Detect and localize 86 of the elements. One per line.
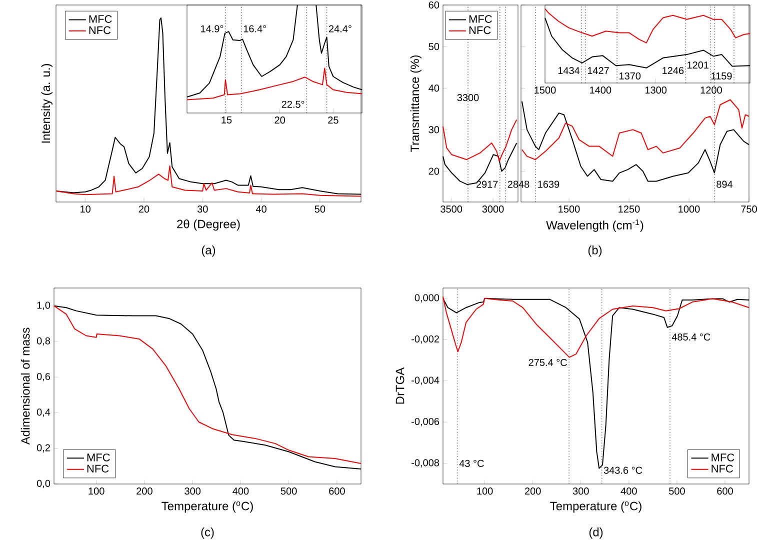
- x-tick-label: 300: [572, 488, 589, 495]
- x-tick-label: 500: [669, 488, 685, 495]
- y-tick-label: 0,6: [36, 372, 50, 382]
- x-tick-label: 1200: [700, 86, 722, 94]
- x-tick-label: 30: [197, 206, 208, 213]
- y-tick-label: 0,8: [36, 337, 50, 346]
- ref-line-label: 43 °C: [459, 460, 484, 467]
- ref-line-label: 1434: [558, 66, 580, 74]
- x-tick-label: 1000: [678, 206, 700, 213]
- x-tick-label: 3000: [482, 206, 504, 213]
- x-tick-label: 1500: [558, 206, 580, 213]
- legend-label: NFC: [89, 26, 111, 34]
- y-axis-title: Adimensional of mass: [20, 328, 30, 445]
- x-tick-label: 1400: [590, 86, 612, 94]
- ref-line-label: 1427: [588, 67, 609, 74]
- line-series: [442, 119, 518, 162]
- ref-line-label: 22.5°: [282, 100, 304, 108]
- ref-line-label: 275.4 °C: [528, 358, 567, 366]
- y-tick-label: -0,006: [412, 418, 440, 426]
- ref-line-label: 1370: [619, 72, 641, 80]
- y-tick-label: 20: [428, 168, 440, 175]
- ref-line-label: 3300: [457, 94, 479, 102]
- text: (a): [202, 246, 216, 257]
- x-tick-label: 750: [741, 206, 757, 213]
- ref-line-label: 894: [716, 180, 733, 188]
- legend-label: MFC: [469, 15, 492, 23]
- ref-line-label: 2848: [508, 180, 530, 188]
- x-axis-title: Wavelength (cm$^{-1}$): [546, 219, 644, 232]
- x-tick-label: 200: [136, 488, 152, 495]
- y-tick-label: 60: [428, 1, 440, 9]
- y-tick-label: -0,004: [412, 376, 440, 385]
- y-axis-title: Transmittance (%): [410, 55, 422, 152]
- legend-label: MFC: [712, 454, 734, 462]
- x-tick-label: 500: [280, 488, 297, 495]
- ref-line-label: 1639: [538, 180, 560, 188]
- x-tick-label: 200: [524, 488, 541, 495]
- x-tick-label: 600: [717, 488, 733, 495]
- x-tick-label: 50: [314, 206, 326, 213]
- x-tick-label: 10: [80, 206, 91, 213]
- legend-label: NFC: [469, 26, 491, 34]
- x-tick-label: 20: [138, 206, 150, 213]
- x-tick-label: 1500: [534, 86, 556, 94]
- x-tick-label: 15: [222, 116, 232, 124]
- y-tick-label: 0,2: [36, 444, 50, 452]
- y-tick-label: 0,4: [36, 408, 50, 417]
- x-tick-label: 300: [184, 488, 201, 495]
- y-tick-label: -0,002: [412, 335, 439, 344]
- x-tick-label: 25: [328, 116, 338, 124]
- x-tick-label: 400: [232, 488, 249, 495]
- text: (c): [201, 528, 214, 539]
- x-tick-label: 1250: [618, 206, 640, 213]
- x-tick-label: 600: [329, 488, 345, 495]
- ref-line-label: 24.4°: [328, 25, 352, 32]
- y-tick-label: -0,008: [412, 459, 440, 468]
- x-axis-title: Temperature ($^{o}$C): [162, 501, 253, 513]
- text: (b): [588, 246, 602, 257]
- ref-line-label: 2917: [476, 180, 498, 188]
- y-tick-label: 0,000: [414, 294, 440, 302]
- legend-label: MFC: [89, 15, 112, 23]
- y-axis-title: DrTGA: [396, 367, 404, 404]
- ref-line-label: 1201: [687, 62, 708, 69]
- y-tick-label: 30: [428, 126, 440, 134]
- ref-line-label: 14.9°: [201, 25, 224, 32]
- x-tick-label: 400: [620, 488, 637, 495]
- x-tick-label: 3500: [440, 206, 462, 213]
- x-tick-label: 1300: [645, 86, 667, 94]
- ref-line-label: 343.6 °C: [604, 466, 642, 474]
- legend-label: NFC: [87, 464, 109, 473]
- ref-line-label: 16.4°: [244, 25, 266, 32]
- y-axis-title: Intensity (a. u.): [41, 64, 52, 143]
- x-axis-title: Temperature ($^{o}$C): [550, 501, 642, 513]
- ref-line-label: 1159: [711, 72, 732, 80]
- y-tick-label: 50: [428, 43, 440, 50]
- y-tick-label: 1,0: [37, 302, 50, 310]
- ref-line-label: 1246: [662, 66, 684, 74]
- text: (d): [589, 528, 603, 539]
- x-tick-label: 100: [477, 488, 493, 495]
- ref-line-label: 485.4 °C: [672, 333, 710, 341]
- x-tick-label: 40: [256, 206, 266, 213]
- x-tick-label: 100: [88, 488, 104, 495]
- line-series: [442, 296, 750, 358]
- x-tick-label: 20: [274, 116, 286, 124]
- y-tick-label: 0,0: [36, 480, 50, 488]
- x-axis-title: 2θ (Degree): [177, 219, 240, 231]
- legend-label: NFC: [712, 464, 733, 473]
- legend-label: MFC: [87, 454, 110, 462]
